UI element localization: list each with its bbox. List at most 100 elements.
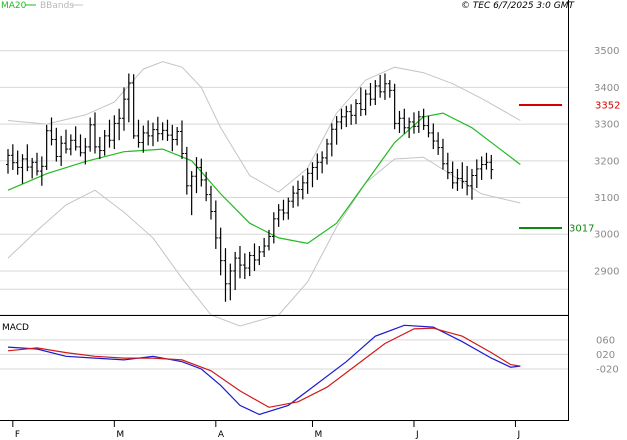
price-tick-label: 3300 (594, 120, 619, 131)
ohlc-bar (489, 154, 494, 180)
ohlc-bar (300, 175, 305, 200)
support-level-label: 3017 (569, 224, 594, 235)
price-tick-label: 3100 (594, 193, 619, 204)
ohlc-bar (484, 152, 489, 170)
ohlc-bar (39, 156, 44, 186)
ohlc-bar (121, 87, 126, 131)
ohlc-bar (291, 185, 296, 208)
price-levels: 3352 3017 (519, 101, 620, 235)
ohlc-bar (252, 243, 257, 271)
ohlc-bar (276, 204, 281, 227)
price-tick-label: 3500 (594, 46, 619, 57)
x-tick-label: J (516, 430, 520, 440)
ohlc-bar (310, 162, 315, 188)
x-tick-label: M (314, 430, 322, 440)
signal-line (7, 327, 521, 408)
ma20-path (7, 112, 521, 245)
ohlc-bar (160, 122, 165, 141)
bollinger-bands (7, 61, 521, 327)
ohlc-bar (368, 83, 373, 106)
ohlc-bar (141, 125, 146, 153)
ohlc-bar (213, 200, 218, 249)
ohlc-bar (15, 150, 20, 175)
ohlc-bar (44, 124, 49, 171)
ohlc-bar (262, 237, 267, 258)
ohlc-bar (73, 126, 78, 151)
ohlc-bar (218, 227, 223, 276)
price-axis-ticks: 2900 3000 3100 3200 3300 3400 3500 (594, 46, 619, 277)
ohlc-bar (445, 152, 450, 180)
ohlc-bar (382, 73, 387, 100)
ohlc-bar (286, 197, 291, 220)
ohlc-bar (344, 105, 349, 128)
ohlc-bar (126, 73, 131, 123)
ohlc-bar (426, 116, 431, 138)
ohlc-bar (63, 129, 68, 154)
bband-upper-line (7, 61, 521, 193)
bband-lower-line (7, 156, 521, 327)
x-tick-label: M (116, 430, 124, 440)
macd-label: MACD (2, 323, 29, 333)
ohlc-bar (242, 253, 247, 280)
resistance-level-label: 3352 (595, 101, 620, 112)
macd-panel: MACD 060 020 -020 (0, 323, 619, 421)
macd-tick-label: 060 (596, 335, 615, 346)
ohlc-bar (324, 138, 329, 165)
ohlc-bar (88, 117, 93, 152)
ohlc-bar (49, 117, 54, 146)
ohlc-bar (30, 157, 35, 179)
ohlc-bar (247, 251, 252, 277)
macd-gridlines (0, 339, 568, 370)
ohlc-bar (469, 168, 474, 200)
ohlc-bar (474, 159, 479, 188)
ohlc-bar (102, 129, 107, 156)
legend-ma20: MA20 (1, 1, 27, 11)
ohlc-bar (68, 134, 73, 156)
chart-legend: MA20 BBands (1, 1, 83, 11)
ohlc-bar (97, 136, 102, 159)
ohlc-bar (237, 245, 242, 279)
ohlc-bar (208, 185, 213, 220)
ohlc-bar (315, 153, 320, 180)
ohlc-bar (271, 212, 276, 244)
ohlc-bar (150, 122, 155, 147)
ohlc-bar (320, 151, 325, 174)
ohlc-bar (20, 154, 25, 184)
ohlc-bar (136, 119, 141, 148)
ohlc-bar (78, 134, 83, 157)
x-tick-label: F (15, 430, 20, 440)
ohlc-bar (305, 168, 310, 194)
ohlc-bar (175, 127, 180, 146)
ohlc-bar (392, 83, 397, 130)
ohlc-bar (112, 115, 117, 150)
ohlc-bar (281, 199, 286, 221)
macd-lines (7, 324, 521, 416)
ohlc-bar (59, 135, 64, 166)
ohlc-bar (440, 138, 445, 170)
ohlc-bar (179, 120, 184, 159)
price-tick-label: 2900 (594, 266, 619, 277)
ohlc-bar (34, 152, 39, 176)
ohlc-bar (92, 112, 97, 154)
price-panel: 2900 3000 3100 3200 3300 3400 3500 3352 3017 (0, 46, 620, 327)
ohlc-bar (131, 74, 136, 139)
ohlc-bar (228, 263, 233, 301)
macd-axis-ticks: 060 020 -020 (596, 335, 619, 375)
ohlc-bar (339, 108, 344, 130)
ohlc-bar (334, 116, 339, 145)
ohlc-bar (184, 146, 189, 195)
x-tick-label: J (415, 430, 419, 440)
ohlc-bar (194, 157, 199, 194)
price-tick-label: 3000 (594, 230, 619, 241)
ohlc-bar (6, 149, 10, 174)
ohlc-bar (204, 171, 209, 202)
ohlc-bar (465, 165, 470, 196)
ohlc-bar (358, 87, 363, 117)
timestamp: © TEC 6/7/2025 3:0 GMT (461, 1, 576, 11)
ohlc-bar (329, 123, 334, 157)
x-tick-label: A (218, 430, 225, 440)
ohlc-bar (257, 245, 262, 266)
ohlc-bar (479, 156, 484, 180)
